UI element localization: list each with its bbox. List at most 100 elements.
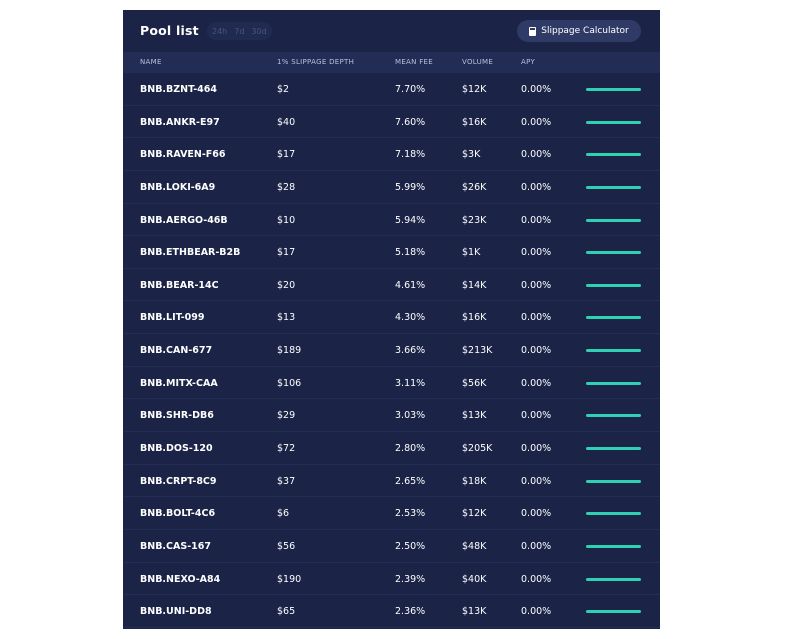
column-header-name[interactable]: NAME: [140, 58, 162, 66]
volume: $213K: [462, 345, 493, 357]
apy-sparkline: [586, 447, 641, 451]
apy-sparkline: [586, 153, 641, 157]
pool-name: BNB.AERGO-46B: [140, 214, 228, 226]
pool-table-body: BNB.BZNT-464 $2 7.70% $12K 0.00% BNB.ANKR-E97…: [123, 73, 660, 628]
mean-fee: 7.18%: [395, 149, 426, 161]
pool-name: BNB.LOKI-6A9: [140, 181, 216, 193]
volume: $56K: [462, 377, 487, 389]
table-row[interactable]: BNB.MITX-CAA $106 3.11% $56K 0.00%: [123, 367, 660, 400]
pool-name: BNB.BZNT-464: [140, 84, 217, 95]
pool-name: BNB.SHR-DB6: [140, 410, 214, 422]
slippage-depth: $2: [277, 84, 290, 95]
table-row[interactable]: BNB.ETHBEAR-B2B $17 5.18% $1K 0.00%: [123, 236, 660, 269]
pool-list-panel: Pool list 24h 7d 30d Slippage Calculator…: [123, 10, 660, 629]
slippage-depth: $17: [277, 247, 296, 259]
mean-fee: 2.39%: [395, 573, 426, 585]
slippage-depth: $10: [277, 214, 296, 226]
apy: 0.00%: [521, 247, 552, 259]
pool-name: BNB.CAN-677: [140, 345, 213, 357]
mean-fee: 5.99%: [395, 181, 426, 193]
apy-sparkline: [586, 381, 641, 385]
apy-sparkline: [586, 544, 641, 548]
tab-30d[interactable]: 30d: [251, 26, 267, 36]
mean-fee: 5.18%: [395, 247, 426, 259]
volume: $26K: [462, 181, 487, 193]
apy: 0.00%: [521, 377, 552, 389]
apy: 0.00%: [521, 508, 552, 520]
table-row[interactable]: BNB.NEXO-A84 $190 2.39% $40K 0.00%: [123, 563, 660, 596]
mean-fee: 2.80%: [395, 443, 426, 455]
slippage-depth: $40: [277, 116, 296, 128]
slippage-calculator-button[interactable]: Slippage Calculator: [517, 20, 641, 42]
apy-sparkline: [586, 577, 641, 581]
table-row[interactable]: BNB.CAN-677 $189 3.66% $213K 0.00%: [123, 334, 660, 367]
mean-fee: 2.36%: [395, 606, 426, 618]
pool-name: BNB.MITX-CAA: [140, 377, 218, 389]
volume: $3K: [462, 149, 481, 161]
mean-fee: 3.11%: [395, 377, 426, 389]
tab-7d[interactable]: 7d: [234, 26, 245, 36]
table-row[interactable]: BNB.LOKI-6A9 $28 5.99% $26K 0.00%: [123, 171, 660, 204]
apy-sparkline: [586, 512, 641, 516]
apy: 0.00%: [521, 573, 552, 585]
column-header-volume[interactable]: VOLUME: [462, 58, 494, 66]
pool-name: BNB.BEAR-14C: [140, 279, 219, 291]
volume: $14K: [462, 279, 487, 291]
mean-fee: 5.94%: [395, 214, 426, 226]
column-header-depth[interactable]: 1% SLIPPAGE DEPTH: [277, 58, 355, 66]
tab-24h[interactable]: 24h: [212, 26, 228, 36]
table-row[interactable]: BNB.CAS-167 $56 2.50% $48K 0.00%: [123, 530, 660, 563]
slippage-depth: $190: [277, 573, 302, 585]
mean-fee: 2.50%: [395, 540, 426, 552]
pool-name: BNB.NEXO-A84: [140, 573, 221, 585]
volume: $13K: [462, 410, 487, 422]
slippage-depth: $17: [277, 149, 296, 161]
table-row[interactable]: BNB.AERGO-46B $10 5.94% $23K 0.00%: [123, 204, 660, 237]
table-row[interactable]: BNB.BZNT-464 $2 7.70% $12K 0.00%: [123, 73, 660, 106]
table-row[interactable]: BNB.RAVEN-F66 $17 7.18% $3K 0.00%: [123, 138, 660, 171]
slippage-depth: $106: [277, 377, 302, 389]
slippage-depth: $56: [277, 540, 296, 552]
apy: 0.00%: [521, 606, 552, 618]
mean-fee: 4.61%: [395, 279, 426, 291]
pool-name: BNB.CAS-167: [140, 540, 211, 552]
apy-sparkline: [586, 218, 641, 222]
table-row[interactable]: BNB.SHR-DB6 $29 3.03% $13K 0.00%: [123, 399, 660, 433]
mean-fee: 3.66%: [395, 345, 426, 357]
apy: 0.00%: [521, 214, 552, 226]
slippage-depth: $189: [277, 345, 302, 357]
table-row[interactable]: BNB.LIT-099 $13 4.30% $16K 0.00%: [123, 301, 660, 335]
slippage-depth: $28: [277, 181, 296, 193]
column-header-fee[interactable]: MEAN FEE: [395, 58, 433, 66]
pool-name: BNB.ANKR-E97: [140, 116, 220, 128]
table-row[interactable]: BNB.CRPT-8C9 $37 2.65% $18K 0.00%: [123, 465, 660, 498]
pool-name: BNB.BOLT-4C6: [140, 508, 216, 520]
apy-sparkline: [586, 349, 641, 353]
apy: 0.00%: [521, 149, 552, 161]
table-row[interactable]: BNB.BEAR-14C $20 4.61% $14K 0.00%: [123, 269, 660, 302]
table-row[interactable]: BNB.DOS-120 $72 2.80% $205K 0.00%: [123, 432, 660, 465]
pool-name: BNB.CRPT-8C9: [140, 475, 217, 487]
apy-sparkline: [586, 283, 641, 287]
table-row[interactable]: BNB.BOLT-4C6 $6 2.53% $12K 0.00%: [123, 497, 660, 530]
table-row[interactable]: BNB.ANKR-E97 $40 7.60% $16K 0.00%: [123, 106, 660, 139]
volume: $48K: [462, 540, 487, 552]
panel-header: Pool list 24h 7d 30d Slippage Calculator: [123, 10, 660, 52]
pool-name: BNB.ETHBEAR-B2B: [140, 247, 241, 259]
volume: $13K: [462, 606, 487, 618]
apy-sparkline: [586, 316, 641, 320]
apy: 0.00%: [521, 443, 552, 455]
volume: $12K: [462, 84, 487, 95]
volume: $1K: [462, 247, 481, 259]
slippage-depth: $6: [277, 508, 290, 520]
apy: 0.00%: [521, 540, 552, 552]
apy: 0.00%: [521, 84, 552, 95]
slippage-depth: $37: [277, 475, 296, 487]
column-header-apy[interactable]: APY: [521, 58, 536, 66]
pool-name: BNB.LIT-099: [140, 312, 205, 324]
mean-fee: 2.65%: [395, 475, 426, 487]
period-tabs: 24h 7d 30d: [207, 22, 272, 40]
table-row[interactable]: BNB.UNI-DD8 $65 2.36% $13K 0.00%: [123, 595, 660, 628]
apy-sparkline: [586, 414, 641, 418]
mean-fee: 3.03%: [395, 410, 426, 422]
